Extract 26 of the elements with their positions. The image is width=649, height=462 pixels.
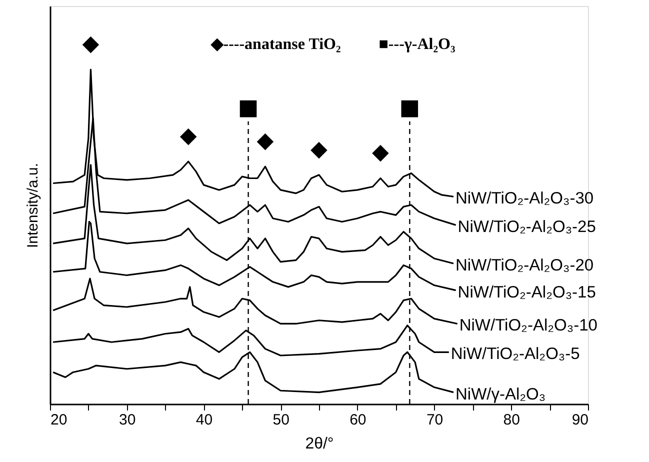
annotation: ◆ [256,128,274,154]
series-label: NiW/TiO₂-Al₂O₃-15 [458,283,596,302]
y-axis-title: Intensity/a.u. [24,162,42,248]
annotation: ◆ [82,32,100,57]
x-axis-title: 2θ/° [305,436,334,452]
x-tick-label: 30 [119,412,136,428]
x-tick-label: 90 [572,412,588,428]
x-tick-label: 20 [50,412,68,428]
series-label: NiW/TiO₂-Al₂O₃-10 [459,316,598,335]
x-tick-label: 60 [350,412,366,428]
x-tick-label: 50 [272,412,290,428]
series-label: NiW/TiO₂-Al₂O₃-25 [458,218,596,236]
series-label: NiW/TiO₂-Al₂O₃-5 [450,345,580,364]
x-tick-label: 40 [196,412,213,428]
series-label: NiW/γ-Al₂O₃ [456,385,546,404]
text: ◆----anatanse TiO₂ [210,36,341,53]
annotation: ■ [238,95,259,120]
x-tick-label: 70 [426,412,444,428]
text: ■---γ-Al₂O₃ [378,36,456,53]
annotation: ◆ [372,140,390,166]
annotation: ◆ [180,124,197,149]
annotation: ◆ [310,136,328,162]
annotation: ■ [399,95,420,120]
series-label: NiW/TiO₂-Al₂O₃-30 [456,190,594,208]
series-label: NiW/TiO₂-Al₂O₃-20 [456,256,594,275]
x-tick-label: 80 [503,412,520,428]
